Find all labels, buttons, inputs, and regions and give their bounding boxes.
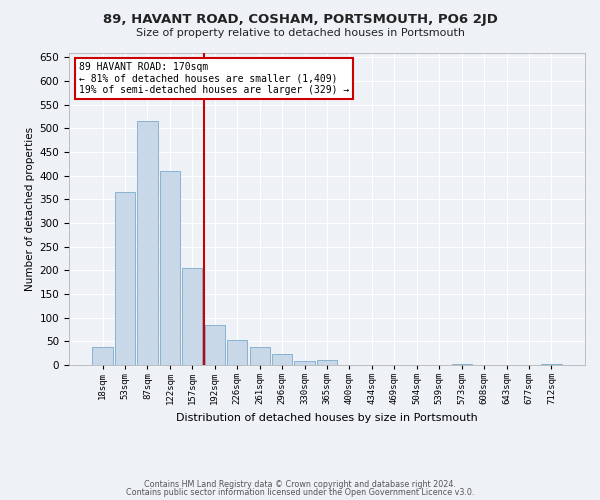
Text: Contains public sector information licensed under the Open Government Licence v3: Contains public sector information licen… <box>126 488 474 497</box>
Bar <box>272 354 292 365</box>
Bar <box>452 364 472 365</box>
Text: Contains HM Land Registry data © Crown copyright and database right 2024.: Contains HM Land Registry data © Crown c… <box>144 480 456 489</box>
Bar <box>115 192 135 365</box>
Bar <box>137 121 158 365</box>
Bar <box>317 360 337 365</box>
Bar <box>182 268 202 365</box>
Text: Size of property relative to detached houses in Portsmouth: Size of property relative to detached ho… <box>136 28 464 38</box>
X-axis label: Distribution of detached houses by size in Portsmouth: Distribution of detached houses by size … <box>176 412 478 422</box>
Text: 89, HAVANT ROAD, COSHAM, PORTSMOUTH, PO6 2JD: 89, HAVANT ROAD, COSHAM, PORTSMOUTH, PO6… <box>103 12 497 26</box>
Bar <box>205 325 225 365</box>
Bar <box>541 364 562 365</box>
Text: 89 HAVANT ROAD: 170sqm
← 81% of detached houses are smaller (1,409)
19% of semi-: 89 HAVANT ROAD: 170sqm ← 81% of detached… <box>79 62 350 95</box>
Bar <box>295 361 314 365</box>
Bar <box>160 171 180 365</box>
Y-axis label: Number of detached properties: Number of detached properties <box>25 126 35 291</box>
Bar <box>92 347 113 365</box>
Bar <box>250 348 270 365</box>
Bar <box>227 340 247 365</box>
